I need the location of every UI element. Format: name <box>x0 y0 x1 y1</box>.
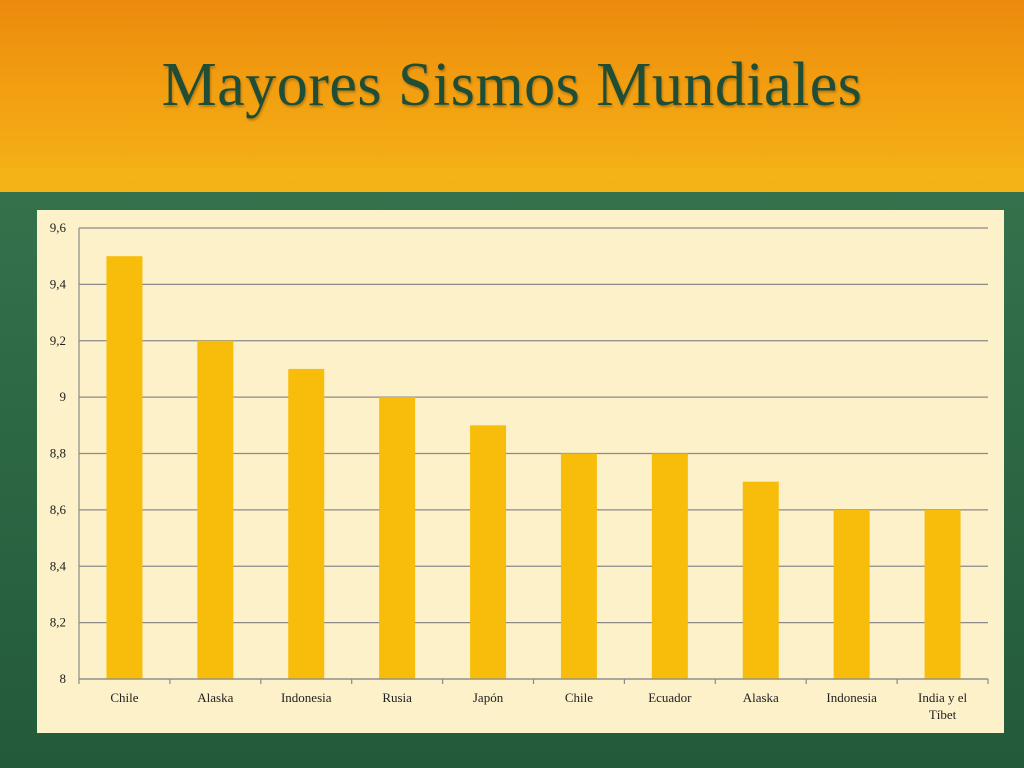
x-tick-label-line: India y el <box>918 690 967 705</box>
x-tick-label: Alaska <box>197 690 233 705</box>
bar <box>651 453 688 679</box>
y-tick-label: 8,4 <box>50 558 67 573</box>
x-tick-label: Indonesia <box>826 690 877 705</box>
x-tick-label-line: Ecuador <box>648 690 692 705</box>
bar-chart: 8 8,2 8,4 8,6 8,8 9 9,2 9,4 9,6 Chile Alaska Indone… <box>50 220 989 722</box>
bar <box>833 509 870 679</box>
title-banner <box>0 0 1024 192</box>
y-tick-label: 8 <box>60 671 67 686</box>
x-tick-label: Japón <box>473 690 504 705</box>
y-tick-label: 9,6 <box>50 220 67 235</box>
x-tick-label: Indonesia <box>281 690 332 705</box>
x-tick-label-line: Indonesia <box>281 690 332 705</box>
bar <box>924 509 961 679</box>
x-tick-label: Rusia <box>382 690 412 705</box>
x-tick-label: Chile <box>565 690 593 705</box>
x-tick-label: Chile <box>110 690 138 705</box>
bar <box>379 397 416 679</box>
x-tick-label-line: Rusia <box>382 690 412 705</box>
y-tick-label: 8,8 <box>50 446 66 461</box>
x-tick-label-line: Japón <box>473 690 504 705</box>
bar <box>742 481 779 679</box>
y-tick-label: 8,2 <box>50 615 66 630</box>
y-tick-label: 9 <box>60 389 67 404</box>
x-tick-label-line: Chile <box>565 690 593 705</box>
x-tick-label: Alaska <box>743 690 779 705</box>
x-tick-label-line: Chile <box>110 690 138 705</box>
chart-panel: 8 8,2 8,4 8,6 8,8 9 9,2 9,4 9,6 Chile Alaska Indone… <box>37 210 1004 733</box>
bar <box>288 368 325 679</box>
slide-title: Mayores Sismos Mundiales <box>161 51 863 119</box>
bar <box>560 453 597 679</box>
bar <box>106 256 143 679</box>
x-tick-label-line: Indonesia <box>826 690 877 705</box>
x-tick-label-line: Alaska <box>197 690 233 705</box>
bar <box>197 340 234 679</box>
x-tick-label-line: Alaska <box>743 690 779 705</box>
x-tick-label: India y el Tíbet <box>918 690 967 722</box>
y-tick-label: 9,2 <box>50 333 66 348</box>
y-tick-label: 9,4 <box>50 276 67 291</box>
y-tick-label: 8,6 <box>50 502 67 517</box>
torn-banner-edge <box>0 168 1024 188</box>
bar <box>470 425 507 679</box>
x-tick-label: Ecuador <box>648 690 692 705</box>
x-tick-label-line: Tíbet <box>929 707 957 722</box>
